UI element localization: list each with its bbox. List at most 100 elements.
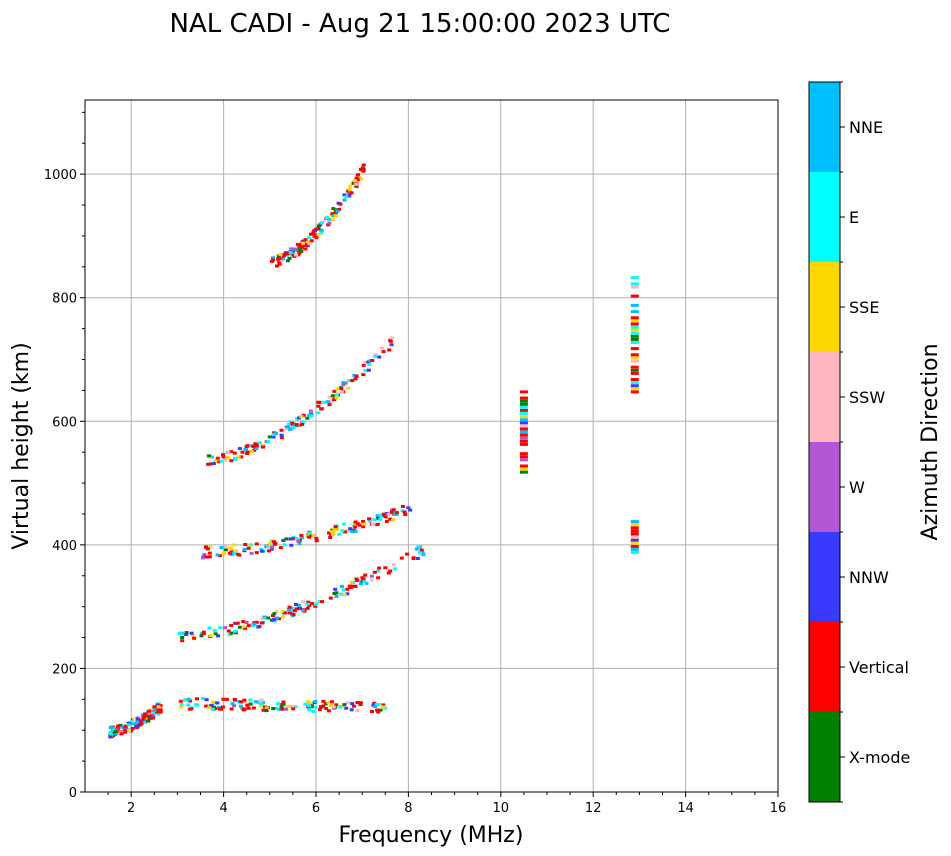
x-tick-label: 2: [127, 801, 135, 816]
echo-point: [232, 451, 237, 455]
echo-point: [363, 573, 368, 577]
echo-point: [388, 517, 393, 521]
echo-point: [370, 359, 375, 362]
echo-point: [221, 455, 226, 459]
echo-point: [308, 409, 313, 413]
y-tick-label: 200: [52, 662, 77, 677]
echo-point: [141, 716, 146, 720]
echo-point: [283, 611, 288, 615]
echo-point: [266, 440, 271, 443]
echo-point: [411, 556, 416, 560]
echo-point: [630, 520, 639, 524]
echo-point: [223, 458, 228, 462]
echo-point: [135, 717, 140, 721]
echo-point: [630, 341, 639, 344]
echo-point: [345, 587, 350, 591]
colorbar-tick-label: SSE: [849, 298, 879, 317]
echo-point: [630, 316, 639, 320]
echo-point: [306, 244, 310, 248]
echo-point: [377, 355, 382, 359]
echo-point: [630, 547, 639, 551]
echo-point: [290, 426, 295, 429]
echo-point: [313, 229, 317, 233]
echo-point: [326, 223, 331, 227]
echo-point: [276, 254, 281, 258]
echo-point: [132, 718, 137, 721]
echo-point: [278, 253, 283, 256]
echo-point: [257, 441, 262, 445]
echo-point: [372, 570, 377, 574]
echo-point: [366, 360, 371, 364]
echo-point: [216, 460, 221, 464]
colorbar-tick-label: X-mode: [849, 748, 910, 767]
echo-point: [208, 634, 213, 638]
echo-point: [361, 169, 366, 173]
echo-point: [136, 724, 140, 728]
echo-point: [389, 336, 394, 340]
echo-point: [416, 545, 421, 549]
echo-point: [384, 520, 389, 523]
echo-point: [399, 556, 404, 560]
echo-point: [252, 448, 257, 452]
echo-point: [311, 534, 316, 538]
echo-point: [156, 705, 161, 709]
echo-point: [332, 389, 337, 393]
echo-point: [271, 435, 276, 439]
echo-point: [331, 532, 335, 536]
echo-point: [230, 702, 235, 706]
echo-point: [321, 704, 326, 708]
echo-point: [264, 706, 269, 710]
echo-point: [364, 581, 369, 585]
echo-point: [287, 611, 292, 615]
echo-point: [289, 543, 294, 547]
echo-point: [379, 513, 383, 517]
echo-point: [294, 607, 299, 611]
echo-point: [630, 532, 639, 536]
echo-point: [419, 548, 424, 552]
echo-point: [519, 458, 528, 462]
echo-point: [229, 631, 234, 635]
echo-point: [137, 721, 142, 724]
colorbar-tick-label: E: [849, 208, 859, 227]
echo-point: [305, 602, 310, 606]
echo-point: [519, 396, 528, 400]
echo-point: [373, 355, 378, 358]
echo-point: [195, 697, 199, 701]
echo-point: [143, 720, 148, 724]
echo-point: [266, 616, 271, 620]
echo-point: [114, 728, 119, 732]
echo-point: [151, 711, 155, 715]
echo-point: [227, 546, 232, 550]
echo-point: [135, 720, 140, 724]
echo-point: [259, 621, 264, 625]
echo-point: [229, 623, 234, 627]
echo-point: [280, 610, 285, 614]
echo-point: [261, 708, 266, 712]
colorbar-frame: [808, 81, 841, 803]
echo-point: [391, 518, 396, 522]
echo-point: [306, 242, 311, 246]
echo-point: [245, 450, 250, 454]
echo-point: [334, 393, 339, 397]
echo-point: [376, 702, 381, 706]
echo-point: [348, 184, 353, 188]
echo-point: [259, 549, 264, 553]
echo-point: [256, 625, 261, 629]
echo-point: [279, 428, 284, 432]
echo-point: [377, 566, 382, 570]
echo-point: [248, 702, 253, 706]
echo-point: [299, 415, 304, 418]
echo-point: [519, 436, 528, 440]
echo-point: [155, 703, 160, 707]
echo-point: [630, 371, 639, 375]
echo-point: [402, 510, 407, 514]
echo-point: [132, 722, 137, 726]
echo-point: [240, 450, 245, 454]
echo-point: [383, 566, 388, 570]
echo-point: [316, 404, 321, 408]
echo-point: [344, 195, 349, 199]
echo-point: [388, 569, 393, 573]
echo-point: [326, 709, 331, 713]
echo-point: [369, 578, 374, 582]
